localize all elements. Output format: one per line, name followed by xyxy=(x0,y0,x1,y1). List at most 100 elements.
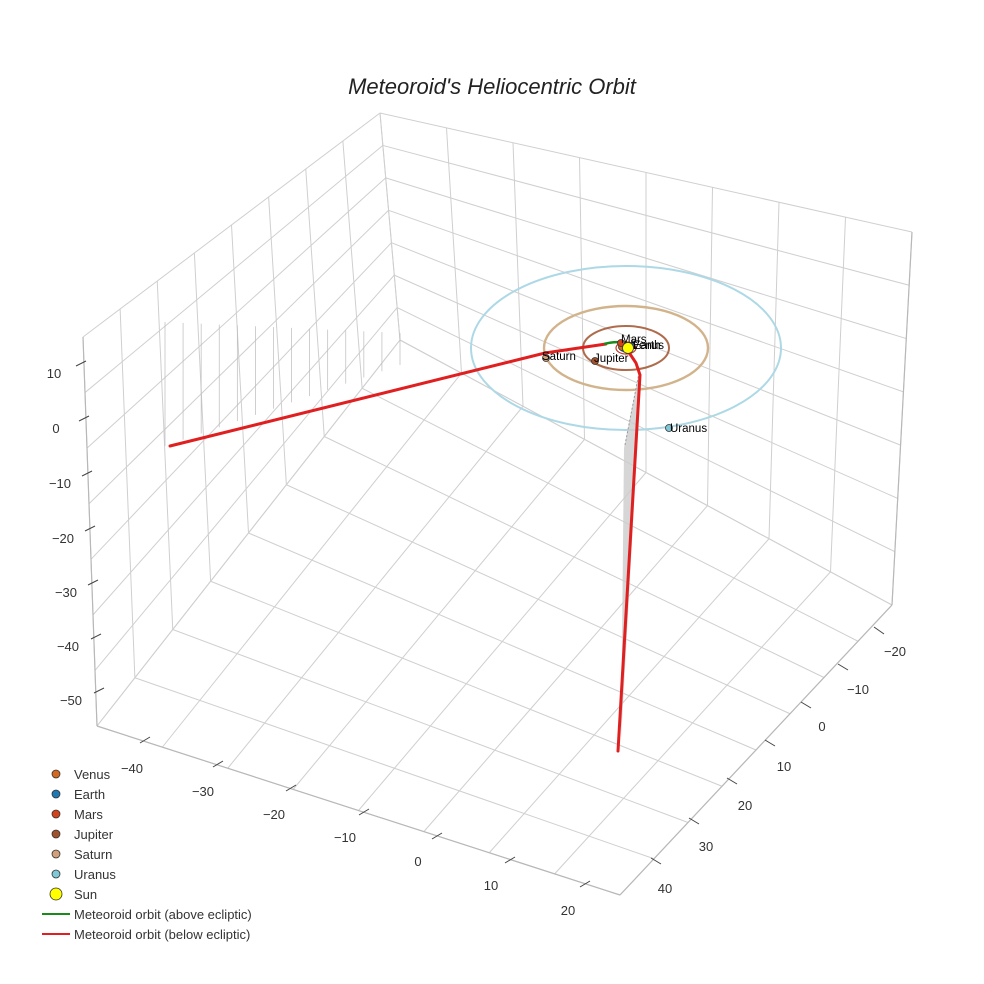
gridline xyxy=(488,538,770,854)
legend-item-earth[interactable]: Earth xyxy=(38,784,252,804)
legend: Venus Earth Mars Jupiter Saturn Uranus Sun Mete… xyxy=(38,764,252,944)
legend-label: Earth xyxy=(74,786,106,802)
x-tick-label: 10 xyxy=(484,878,498,893)
y-tick-label: 30 xyxy=(699,839,713,854)
z-tick-mark xyxy=(81,470,93,477)
legend-label: Jupiter xyxy=(74,826,114,842)
x-tick-mark xyxy=(504,856,516,864)
z-tick-mark xyxy=(90,633,102,640)
z-tick-mark xyxy=(84,525,96,532)
z-tick-label: 0 xyxy=(52,421,59,436)
y-tick-label: 0 xyxy=(818,719,825,734)
sun-marker xyxy=(622,342,634,354)
legend-symbol xyxy=(38,904,74,924)
x-tick-mark xyxy=(579,880,591,888)
gridline xyxy=(385,177,907,340)
drop-line xyxy=(624,372,640,446)
y-tick-label: 20 xyxy=(738,798,752,813)
gridline xyxy=(119,308,136,678)
box-edge xyxy=(891,231,913,606)
gridline xyxy=(84,145,384,393)
axis-ticks: 10 0 −10 −20 −30 −40 −50 −40 −30 −20 −10 0 10 20 −20 −1… xyxy=(47,360,906,918)
legend-label: Meteoroid orbit (above ecliptic) xyxy=(74,906,252,922)
gridline xyxy=(379,112,401,341)
z-tick-mark xyxy=(93,687,105,694)
uranus-marker xyxy=(665,424,673,432)
gridline xyxy=(268,196,287,485)
gridline xyxy=(391,242,901,446)
legend-item-sun[interactable]: Sun xyxy=(38,884,252,904)
y-tick-mark xyxy=(650,857,662,865)
y-tick-mark xyxy=(726,777,738,785)
gridline xyxy=(90,242,392,560)
y-tick-mark xyxy=(764,739,776,747)
chart-title: Meteoroid's Heliocentric Orbit xyxy=(348,74,636,99)
legend-item-jupiter[interactable]: Jupiter xyxy=(38,824,252,844)
meteoroid-orbit-below-left xyxy=(168,342,608,448)
legend-item-series-1[interactable]: Meteoroid orbit (below ecliptic) xyxy=(38,924,252,944)
gridline xyxy=(830,217,846,572)
uranus-label: Uranus xyxy=(670,423,707,435)
legend-item-saturn[interactable]: Saturn xyxy=(38,844,252,864)
gridline xyxy=(161,372,462,748)
legend-symbol xyxy=(38,824,74,844)
x-tick-mark xyxy=(139,736,151,744)
gridline xyxy=(227,405,524,769)
legend-symbol xyxy=(38,884,74,904)
legend-symbol xyxy=(38,864,74,884)
gridline xyxy=(156,280,174,630)
gridline xyxy=(82,112,381,338)
gridline xyxy=(92,274,395,616)
orbit-saturn xyxy=(542,304,710,392)
meteoroid-orbit xyxy=(164,322,642,753)
legend-item-venus[interactable]: Venus xyxy=(38,764,252,784)
z-tick-mark xyxy=(78,415,90,422)
z-tick-label: −30 xyxy=(55,585,77,600)
y-tick-label: −20 xyxy=(884,644,906,659)
legend-item-mars[interactable]: Mars xyxy=(38,804,252,824)
jupiter-marker xyxy=(591,357,599,365)
x-tick-label: −20 xyxy=(263,807,285,822)
x-tick-label: −30 xyxy=(192,784,214,799)
box-edge xyxy=(82,336,98,727)
gridline xyxy=(446,127,462,374)
y-tick-mark xyxy=(873,626,885,635)
x-tick-label: −10 xyxy=(334,830,356,845)
legend-item-uranus[interactable]: Uranus xyxy=(38,864,252,884)
legend-symbol xyxy=(38,804,74,824)
x-tick-label: −40 xyxy=(121,761,143,776)
legend-item-series-0[interactable]: Meteoroid orbit (above ecliptic) xyxy=(38,904,252,924)
mars-marker xyxy=(617,339,625,347)
legend-label: Mars xyxy=(74,806,103,822)
orbit-uranus xyxy=(470,265,782,431)
gridline xyxy=(342,140,363,389)
z-tick-mark xyxy=(87,579,99,586)
legend-symbol xyxy=(38,784,74,804)
gridline xyxy=(579,157,585,440)
legend-symbol xyxy=(38,924,74,944)
x-tick-mark xyxy=(212,760,224,768)
gridline xyxy=(86,177,387,449)
gridline xyxy=(292,439,585,790)
z-tick-mark xyxy=(75,360,87,367)
saturn-marker xyxy=(542,354,550,362)
gridline xyxy=(379,112,913,233)
gridline xyxy=(358,472,647,811)
z-tick-label: −20 xyxy=(52,531,74,546)
gridline xyxy=(512,142,524,407)
venus-label: Venus xyxy=(632,340,664,352)
y-tick-label: −10 xyxy=(847,682,869,697)
box-edge xyxy=(619,604,893,896)
gridline xyxy=(707,187,713,506)
gridline xyxy=(193,252,212,582)
x-tick-mark xyxy=(285,784,297,792)
gridline xyxy=(94,307,398,671)
gridline xyxy=(88,209,389,505)
z-tick-label: −10 xyxy=(49,476,71,491)
y-tick-label: 40 xyxy=(658,881,672,896)
z-tick-label: 10 xyxy=(47,366,61,381)
y-tick-label: 10 xyxy=(777,759,791,774)
jupiter-label: Jupiter xyxy=(594,353,629,365)
